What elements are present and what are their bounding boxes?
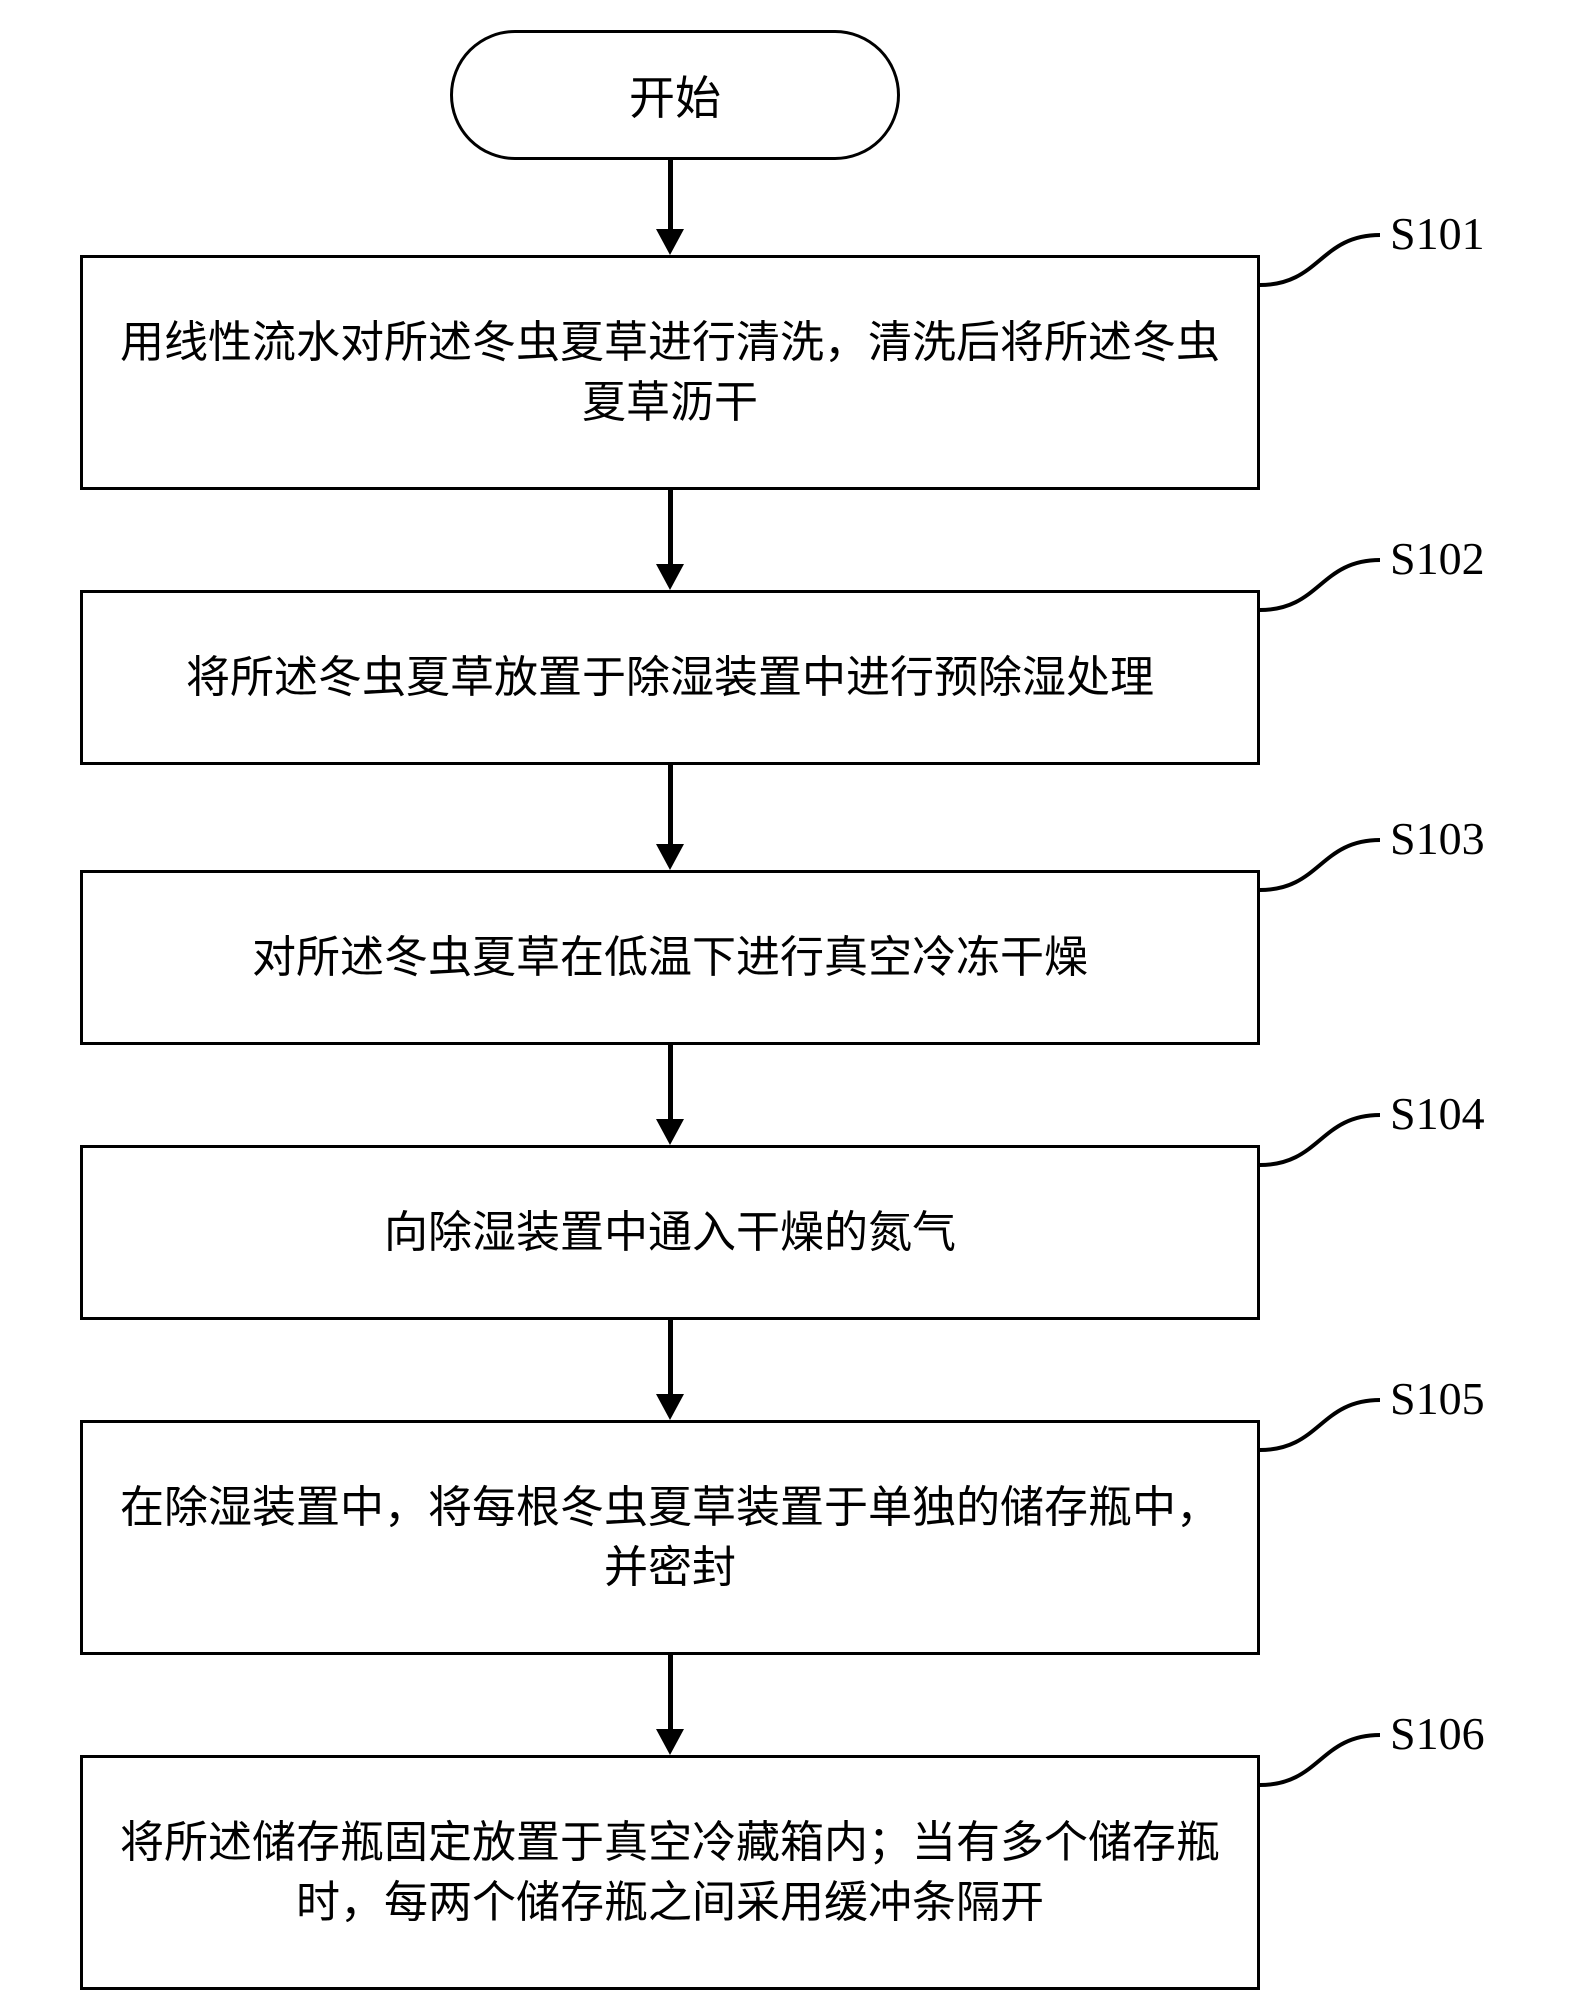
arrow-head bbox=[656, 844, 684, 870]
arrow-line bbox=[668, 1320, 673, 1394]
arrow-line bbox=[668, 1655, 673, 1729]
step-label-S104: S104 bbox=[1390, 1087, 1485, 1140]
arrow-line bbox=[668, 1045, 673, 1119]
arrow-line bbox=[668, 160, 673, 229]
arrow-head bbox=[656, 1119, 684, 1145]
step-text: 在除湿装置中，将每根冬虫夏草装置于单独的储存瓶中，并密封 bbox=[120, 1478, 1220, 1597]
step-label-S102: S102 bbox=[1390, 532, 1485, 585]
step-box-S102: 将所述冬虫夏草放置于除湿装置中进行预除湿处理 bbox=[80, 590, 1260, 765]
step-label-S101: S101 bbox=[1390, 207, 1485, 260]
leader-S106 bbox=[1260, 1729, 1386, 1791]
step-box-S103: 对所述冬虫夏草在低温下进行真空冷冻干燥 bbox=[80, 870, 1260, 1045]
step-text: 对所述冬虫夏草在低温下进行真空冷冻干燥 bbox=[252, 928, 1088, 987]
leader-S101 bbox=[1260, 229, 1386, 291]
arrow-line bbox=[668, 490, 673, 564]
flowchart-canvas: 开始 用线性流水对所述冬虫夏草进行清洗，清洗后将所述冬虫夏草沥干 S101 将所述冬… bbox=[0, 0, 1591, 1929]
step-label-S103: S103 bbox=[1390, 812, 1485, 865]
step-label-S106: S106 bbox=[1390, 1707, 1485, 1760]
step-box-S105: 在除湿装置中，将每根冬虫夏草装置于单独的储存瓶中，并密封 bbox=[80, 1420, 1260, 1655]
arrow-head bbox=[656, 1394, 684, 1420]
arrow-head bbox=[656, 1729, 684, 1755]
arrow-head bbox=[656, 564, 684, 590]
start-node: 开始 bbox=[450, 30, 900, 160]
step-box-S101: 用线性流水对所述冬虫夏草进行清洗，清洗后将所述冬虫夏草沥干 bbox=[80, 255, 1260, 490]
start-label: 开始 bbox=[629, 62, 721, 128]
leader-S104 bbox=[1260, 1109, 1386, 1171]
leader-S103 bbox=[1260, 834, 1386, 896]
leader-S102 bbox=[1260, 554, 1386, 616]
arrow-head bbox=[656, 229, 684, 255]
step-label-S105: S105 bbox=[1390, 1372, 1485, 1425]
step-text: 将所述储存瓶固定放置于真空冷藏箱内；当有多个储存瓶时，每两个储存瓶之间采用缓冲条… bbox=[120, 1813, 1220, 1932]
leader-S105 bbox=[1260, 1394, 1386, 1456]
step-box-S106: 将所述储存瓶固定放置于真空冷藏箱内；当有多个储存瓶时，每两个储存瓶之间采用缓冲条… bbox=[80, 1755, 1260, 1990]
step-text: 用线性流水对所述冬虫夏草进行清洗，清洗后将所述冬虫夏草沥干 bbox=[120, 313, 1220, 432]
arrow-line bbox=[668, 765, 673, 844]
step-text: 将所述冬虫夏草放置于除湿装置中进行预除湿处理 bbox=[186, 648, 1154, 707]
step-text: 向除湿装置中通入干燥的氮气 bbox=[384, 1203, 956, 1262]
step-box-S104: 向除湿装置中通入干燥的氮气 bbox=[80, 1145, 1260, 1320]
